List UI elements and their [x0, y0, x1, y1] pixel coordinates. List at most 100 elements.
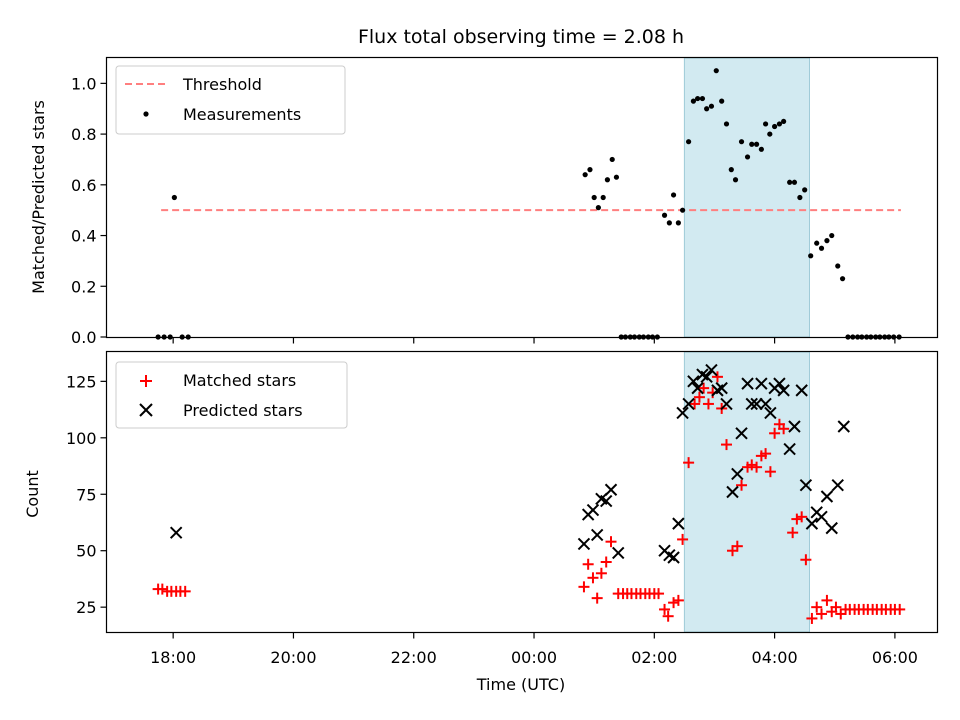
measurement-point: [679, 207, 686, 213]
matched-star-point: [653, 588, 665, 600]
legend-predicted-swatch: [139, 403, 153, 417]
measurement-point: [818, 245, 825, 251]
matched-star-point: [605, 536, 617, 548]
measurement-point: [732, 177, 739, 183]
measurement-point: [814, 240, 820, 246]
measurement-point: [728, 167, 734, 173]
predicted-star-point: [691, 381, 704, 395]
measurement-point: [829, 232, 835, 239]
ratio-panel: 0.0 0.2 0.4 0.6 0.8 1.0 Matched/Predicted sta…: [29, 56, 939, 347]
measurement-point: [808, 253, 814, 259]
predicted-star-point: [805, 517, 819, 530]
measurement-point: [600, 194, 606, 201]
matched-star-point: [587, 572, 599, 584]
count-y-tick-label: 25: [76, 598, 96, 617]
ratio-legend-box: [115, 65, 346, 135]
measurement-point: [835, 263, 841, 269]
count-legend: Matched stars Predicted stars: [115, 361, 348, 429]
predicted-star-point: [795, 384, 808, 397]
predicted-star-point: [586, 503, 600, 517]
measurement-point: [690, 98, 697, 104]
measurement-point: [582, 172, 588, 178]
measurement-point: [708, 103, 715, 109]
measurement-point: [595, 205, 601, 211]
predicted-star-point: [720, 397, 733, 411]
chart-title: Flux total observing time = 2.08 h: [358, 26, 684, 48]
matched-star-point: [791, 513, 803, 525]
measurement-point: [675, 220, 681, 226]
ratio-y-tick-label: 0.6: [71, 176, 96, 195]
predicted-star-point: [612, 546, 625, 560]
matched-star-point: [689, 398, 701, 410]
legend-threshold-label: Threshold: [182, 75, 262, 94]
matched-star-point: [578, 581, 590, 593]
measurement-point: [758, 146, 764, 152]
legend-matched-swatch: [140, 375, 152, 387]
predicted-star-point: [687, 375, 700, 388]
predicted-star-point: [773, 377, 786, 390]
count-panel: 25 50 75 100 125 18:00 20:00 22:00 00:00 02:00 04…: [23, 350, 939, 694]
matched-star-point: [764, 466, 776, 478]
predicted-star-point: [831, 479, 844, 492]
matched-star-point: [662, 610, 674, 622]
measurement-point: [591, 194, 597, 201]
measurement-point: [704, 106, 710, 112]
predicted-star-point: [820, 490, 834, 503]
measurement-point: [738, 139, 745, 145]
measurement-point: [839, 276, 846, 282]
predicted-star-point: [815, 510, 828, 524]
measurement-point: [772, 123, 778, 130]
predicted-star-point: [676, 406, 689, 420]
matched-star-point: [156, 583, 168, 595]
count-x-tick-label: 06:00: [872, 648, 918, 667]
matched-star-point: [677, 533, 689, 545]
matched-star-point: [751, 461, 763, 473]
count-y-tick-label: 50: [76, 542, 96, 561]
predicted-star-point: [682, 397, 695, 411]
ratio-plot-frame: [105, 56, 939, 339]
legend-predicted-label: Predicted stars: [183, 401, 303, 420]
measurement-point: [695, 95, 701, 102]
matched-star-point: [830, 601, 842, 613]
predicted-star-point: [799, 479, 813, 492]
count-y-tick-label: 75: [76, 485, 96, 504]
predicted-star-point: [672, 517, 685, 530]
measurement-point: [713, 68, 719, 74]
measurement-point: [661, 212, 668, 218]
count-x-tick-label: 00:00: [511, 648, 557, 667]
matched-star-point: [800, 554, 812, 566]
matched-star-point: [746, 459, 758, 471]
matched-star-point: [672, 594, 684, 606]
matched-star-point: [591, 592, 603, 604]
count-legend-box: [115, 361, 348, 429]
count-y-tick-label: 100: [66, 429, 97, 448]
measurement-point: [587, 167, 593, 173]
predicted-star-point: [705, 363, 718, 377]
measurement-point: [686, 139, 692, 145]
count-x-tick-label: 20:00: [270, 648, 316, 667]
measurement-point: [171, 194, 177, 201]
measurement-point: [787, 179, 793, 185]
measurement-point: [744, 154, 751, 160]
predicted-star-point: [604, 483, 618, 496]
measurement-point: [670, 192, 677, 198]
predicted-star-point: [731, 467, 744, 481]
count-y-tick-label: 125: [66, 372, 97, 391]
predicted-star-point: [783, 442, 796, 456]
matched-star-point: [731, 540, 743, 552]
measurement-point: [666, 220, 672, 226]
predicted-star-point: [169, 526, 183, 539]
predicted-star-point: [726, 485, 739, 499]
matched-star-point: [668, 597, 680, 609]
matched-star-point: [595, 567, 607, 579]
ratio-legend: Threshold Measurements: [115, 65, 346, 135]
predicted-star-point: [735, 427, 748, 440]
count-y-axis-title: Count: [23, 470, 42, 518]
legend-measurements-swatch: [143, 111, 149, 117]
predicted-star-point: [837, 420, 850, 433]
matched-star-point: [600, 556, 612, 568]
predicted-star-point: [667, 551, 680, 564]
predicted-star-point: [777, 384, 790, 397]
measurement-point: [699, 95, 706, 102]
